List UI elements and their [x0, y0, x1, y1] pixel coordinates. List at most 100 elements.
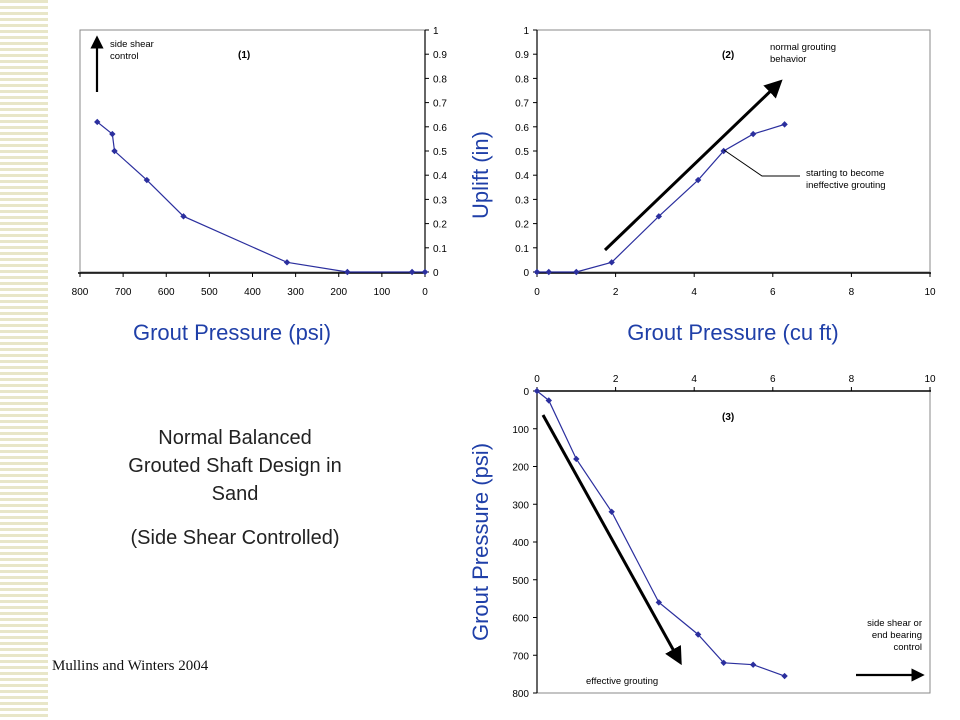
y-tick-label: 200: [512, 463, 529, 474]
data-point: [694, 631, 702, 638]
y-tick-label: 400: [512, 538, 529, 549]
y-tick-label: 600: [512, 614, 529, 625]
y-tick-label: 0.7: [515, 99, 529, 110]
data-point: [573, 455, 580, 463]
chart-panel-1: 800 700 600 500 400 300 200 100 00 0.1 0.2 0.3 0.4 0.…: [72, 26, 448, 345]
series-line: [536, 390, 785, 677]
data-point: [283, 259, 291, 266]
y-tick-label: 0.4: [515, 171, 529, 182]
annotation-normal-grouting-2: behavior: [770, 54, 806, 65]
annotation-side-shear-or-3: control: [893, 642, 922, 653]
data-point: [109, 130, 116, 138]
y-tick-label: 0.5: [433, 147, 447, 158]
decorative-stripes: [0, 0, 48, 720]
y-tick-label: 0.4: [433, 171, 447, 182]
annotation-side-shear-or-1: side shear or: [867, 618, 922, 629]
y-tick-label: 0.2: [433, 220, 447, 231]
data-point: [533, 268, 541, 276]
y-axis-label: Grout Pressure (psi): [468, 443, 493, 641]
x-tick-label: 8: [849, 287, 855, 298]
data-point: [94, 118, 101, 126]
plot-frame: [536, 29, 931, 273]
panel-label: (1): [238, 50, 250, 61]
chart-panel-2: 0 2 4 6 8 10 0 0.1 0.2 0.3 0.4 0.5 0.6 0.7 0.8 0.9 1 (2)…: [468, 26, 936, 345]
x-tick-label: 0: [534, 374, 540, 385]
y-axis-label: Uplift (in): [468, 131, 493, 219]
annotation-ineffective-1: starting to become: [806, 168, 884, 179]
y-tick-label: 0: [433, 268, 439, 279]
x-tick-label: 6: [770, 287, 776, 298]
credit-text: Mullins and Winters 2004: [52, 658, 209, 674]
y-tick-label: 0.9: [433, 50, 447, 61]
caption-line-3: Sand: [211, 483, 259, 505]
annotation-effective-grouting: effective grouting: [586, 676, 658, 687]
caption-line-2: Grouted Shaft Design in: [128, 455, 342, 477]
y-tick-label: 0.3: [515, 195, 529, 206]
y-tick-label: 1: [433, 26, 439, 37]
data-point: [655, 213, 663, 220]
panel-label: (2): [722, 50, 734, 61]
annotation-side-shear-2: control: [110, 51, 139, 62]
data-point: [408, 268, 416, 276]
data-point: [608, 508, 615, 515]
x-tick-label: 8: [849, 374, 855, 385]
x-tick-label: 100: [374, 287, 391, 298]
y-tick-label: 0.2: [515, 220, 529, 231]
y-tick-label: 300: [512, 500, 529, 511]
y-tick-label: 0.8: [515, 74, 529, 85]
x-tick-label: 10: [924, 374, 936, 385]
data-point: [344, 268, 351, 276]
y-tick-label: 0.7: [433, 99, 447, 110]
y-tick-label: 0.1: [433, 244, 447, 255]
data-point: [720, 147, 727, 155]
x-tick-label: 700: [115, 287, 132, 298]
x-tick-label: 2: [613, 374, 619, 385]
caption-line-1: Normal Balanced: [158, 427, 312, 449]
data-point: [573, 268, 580, 276]
x-tick-label: 800: [72, 287, 89, 298]
annotation-ineffective-2: ineffective grouting: [806, 180, 886, 191]
x-tick-label: 400: [244, 287, 261, 298]
y-tick-label: 0.5: [515, 147, 529, 158]
plot-frame: [79, 29, 426, 273]
y-tick-label: 0.8: [433, 74, 447, 85]
plot-frame: [536, 390, 931, 694]
y-tick-label: 700: [512, 651, 529, 662]
x-tick-label: 500: [201, 287, 218, 298]
y-tick-label: 1: [523, 26, 529, 37]
data-point: [143, 176, 151, 184]
panel-label: (3): [722, 412, 734, 423]
x-tick-label: 6: [770, 374, 776, 385]
data-point: [694, 176, 702, 184]
y-tick-label: 500: [512, 576, 529, 587]
x-tick-label: 0: [422, 287, 428, 298]
x-axis-label: Grout Pressure (psi): [133, 320, 331, 345]
y-tick-label: 100: [512, 425, 529, 436]
data-point: [720, 659, 727, 666]
data-point: [781, 672, 788, 680]
x-tick-label: 200: [330, 287, 347, 298]
x-tick-label: 4: [691, 374, 697, 385]
x-tick-label: 10: [924, 287, 936, 298]
data-point: [655, 599, 663, 606]
data-point: [533, 387, 541, 395]
data-point: [781, 121, 788, 128]
x-tick-label: 2: [613, 287, 619, 298]
y-tick-label: 0: [523, 268, 529, 279]
y-tick-label: 0.6: [433, 123, 447, 134]
x-tick-label: 600: [158, 287, 175, 298]
data-point: [421, 268, 429, 276]
annotation-side-shear-1: side shear: [110, 39, 154, 50]
data-point: [608, 259, 615, 266]
y-tick-label: 0.9: [515, 50, 529, 61]
y-tick-label: 800: [512, 689, 529, 700]
data-point: [111, 147, 118, 155]
caption: Normal Balanced Grouted Shaft Design in …: [70, 424, 400, 552]
arrow-effective-grouting: [541, 414, 682, 666]
caption-line-4: (Side Shear Controlled): [130, 527, 340, 549]
arrow-normal-grouting: [603, 79, 783, 252]
data-point: [545, 397, 552, 404]
annotation-leader-line: [723, 149, 800, 177]
